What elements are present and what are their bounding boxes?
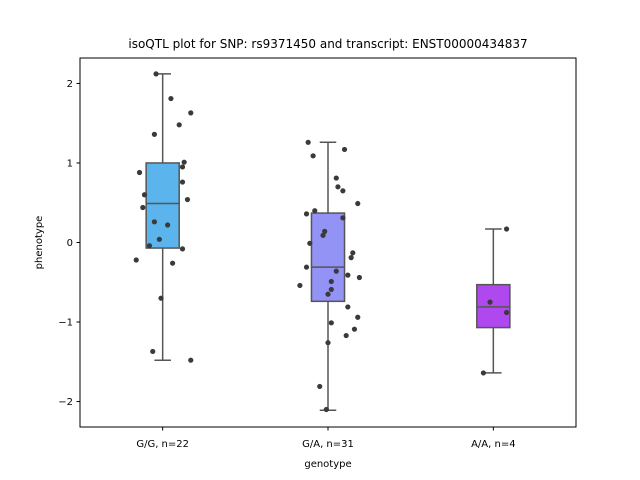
data-point (169, 260, 176, 266)
data-point (312, 208, 318, 214)
y-tick-label: −2 (58, 397, 73, 408)
data-point (133, 257, 139, 263)
data-point (305, 139, 311, 145)
data-point (165, 222, 171, 228)
data-point (188, 357, 194, 363)
data-point (188, 110, 194, 116)
data-point (480, 370, 487, 376)
box-group (145, 73, 180, 361)
data-point (341, 146, 348, 153)
data-point (317, 383, 323, 390)
data-point (335, 184, 341, 190)
data-point (333, 268, 339, 274)
box (310, 212, 346, 303)
data-point (140, 204, 146, 211)
data-point (179, 164, 186, 170)
y-axis-label: phenotype (34, 216, 45, 270)
box (145, 162, 180, 249)
data-point (355, 200, 361, 207)
data-point (350, 250, 356, 256)
y-tick-label: 0 (67, 238, 73, 249)
data-point (307, 240, 313, 246)
data-point (310, 153, 316, 159)
data-point (325, 291, 331, 297)
data-point (151, 219, 157, 225)
data-point (487, 299, 493, 305)
data-point (340, 215, 346, 221)
box-group (476, 228, 511, 374)
data-point (151, 131, 157, 137)
x-tick-label: A/A, n=4 (471, 439, 516, 450)
data-point (325, 340, 331, 346)
data-point (333, 175, 339, 181)
y-axis: −2 −1 0 1 2 (58, 79, 80, 408)
data-point (153, 71, 159, 77)
data-point (348, 255, 354, 261)
x-tick-label: G/A, n=31 (302, 439, 354, 450)
data-point (181, 159, 187, 165)
data-point (184, 196, 191, 203)
data-point (136, 169, 143, 176)
data-point (328, 278, 334, 285)
data-point (503, 309, 510, 316)
data-point (503, 226, 510, 232)
data-point (328, 320, 334, 326)
data-point (340, 188, 346, 194)
x-axis-label: genotype (304, 459, 351, 470)
x-tick-label: G/G, n=22 (136, 439, 189, 450)
points-group (133, 71, 194, 363)
data-point (176, 122, 182, 128)
data-point (303, 264, 310, 270)
y-tick-label: 1 (67, 159, 73, 170)
data-point (158, 295, 164, 301)
data-point (322, 228, 328, 234)
data-point (179, 246, 186, 252)
x-axis: G/G, n=22 G/A, n=31 A/A, n=4 (136, 427, 516, 450)
y-tick-label: 2 (67, 79, 73, 90)
data-point (179, 179, 186, 185)
data-point (297, 282, 303, 289)
data-point (356, 274, 363, 281)
box (476, 283, 511, 329)
plot-area (133, 71, 511, 413)
data-point (141, 192, 148, 198)
data-point (345, 272, 351, 278)
points-group (297, 139, 363, 413)
data-point (150, 348, 156, 355)
data-point (351, 326, 358, 332)
data-point (345, 304, 351, 310)
points-group (480, 226, 510, 376)
data-point (355, 314, 361, 320)
data-point (328, 286, 334, 293)
data-point (156, 236, 162, 242)
data-point (343, 332, 349, 339)
chart-title: isoQTL plot for SNP: rs9371450 and trans… (128, 37, 527, 51)
data-point (323, 406, 329, 413)
box-group (310, 141, 346, 412)
data-point (320, 232, 326, 238)
data-point (303, 211, 310, 217)
data-point (146, 243, 153, 249)
y-tick-label: −1 (58, 318, 73, 329)
data-point (168, 95, 174, 102)
